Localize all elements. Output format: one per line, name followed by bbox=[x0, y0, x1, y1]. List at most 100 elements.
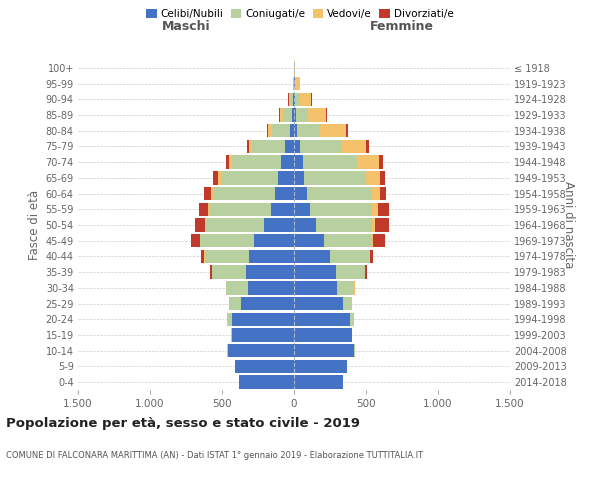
Bar bbox=[294, 328, 352, 342]
Bar bbox=[292, 108, 294, 122]
Bar bbox=[294, 250, 330, 263]
Bar bbox=[300, 92, 311, 106]
Bar bbox=[196, 218, 205, 232]
Legend: Celibi/Nubili, Coniugati/e, Vedovi/e, Divorziati/e: Celibi/Nubili, Coniugati/e, Vedovi/e, Di… bbox=[142, 5, 458, 24]
Bar bbox=[208, 202, 209, 216]
Bar bbox=[294, 297, 343, 310]
Bar bbox=[209, 266, 212, 279]
Bar bbox=[252, 140, 286, 153]
Bar bbox=[372, 202, 377, 216]
Bar bbox=[374, 218, 389, 232]
Bar bbox=[191, 234, 200, 247]
Bar bbox=[372, 218, 374, 232]
Bar bbox=[366, 140, 369, 153]
Bar bbox=[239, 376, 294, 389]
Bar bbox=[380, 171, 385, 184]
Bar bbox=[294, 344, 355, 358]
Bar bbox=[294, 312, 350, 326]
Bar bbox=[228, 312, 232, 326]
Bar bbox=[294, 360, 347, 373]
Bar bbox=[290, 124, 294, 138]
Bar bbox=[377, 202, 389, 216]
Bar bbox=[297, 124, 320, 138]
Bar bbox=[229, 297, 241, 310]
Bar bbox=[294, 281, 337, 294]
Bar bbox=[373, 234, 385, 247]
Bar bbox=[336, 266, 365, 279]
Bar bbox=[201, 250, 205, 263]
Bar bbox=[294, 266, 336, 279]
Bar bbox=[275, 187, 294, 200]
Bar bbox=[241, 297, 294, 310]
Bar bbox=[337, 281, 355, 294]
Bar bbox=[218, 171, 221, 184]
Bar bbox=[379, 156, 383, 169]
Bar bbox=[310, 202, 372, 216]
Text: Femmine: Femmine bbox=[370, 20, 434, 32]
Bar bbox=[294, 140, 300, 153]
Bar bbox=[343, 297, 352, 310]
Bar bbox=[248, 281, 294, 294]
Bar bbox=[302, 156, 358, 169]
Bar bbox=[290, 92, 293, 106]
Bar bbox=[250, 140, 252, 153]
Bar bbox=[294, 376, 343, 389]
Bar bbox=[380, 187, 386, 200]
Bar bbox=[235, 360, 294, 373]
Bar bbox=[286, 140, 294, 153]
Bar bbox=[232, 156, 281, 169]
Bar bbox=[283, 108, 292, 122]
Bar bbox=[254, 234, 294, 247]
Bar bbox=[281, 156, 294, 169]
Bar bbox=[369, 250, 370, 263]
Y-axis label: Anni di nascita: Anni di nascita bbox=[562, 182, 575, 268]
Bar bbox=[294, 171, 304, 184]
Bar bbox=[206, 218, 264, 232]
Text: Maschi: Maschi bbox=[161, 20, 211, 32]
Bar bbox=[278, 171, 294, 184]
Bar bbox=[226, 156, 229, 169]
Bar bbox=[205, 250, 250, 263]
Bar bbox=[232, 328, 294, 342]
Bar bbox=[232, 312, 294, 326]
Bar bbox=[271, 202, 294, 216]
Bar bbox=[221, 171, 278, 184]
Bar bbox=[211, 187, 214, 200]
Bar bbox=[294, 156, 302, 169]
Bar bbox=[358, 156, 379, 169]
Bar bbox=[307, 187, 372, 200]
Text: COMUNE DI FALCONARA MARITTIMA (AN) - Dati ISTAT 1° gennaio 2019 - Elaborazione T: COMUNE DI FALCONARA MARITTIMA (AN) - Dat… bbox=[6, 450, 423, 460]
Bar bbox=[294, 77, 295, 90]
Bar bbox=[268, 124, 272, 138]
Bar bbox=[247, 266, 294, 279]
Bar bbox=[272, 124, 290, 138]
Bar bbox=[320, 124, 346, 138]
Bar bbox=[250, 250, 294, 263]
Bar bbox=[294, 202, 310, 216]
Bar bbox=[326, 108, 327, 122]
Bar bbox=[228, 344, 294, 358]
Bar bbox=[372, 187, 380, 200]
Bar bbox=[293, 92, 294, 106]
Bar bbox=[350, 312, 354, 326]
Bar bbox=[289, 92, 290, 106]
Y-axis label: Fasce di età: Fasce di età bbox=[28, 190, 41, 260]
Bar bbox=[280, 108, 283, 122]
Bar bbox=[304, 171, 366, 184]
Bar bbox=[227, 312, 228, 326]
Bar bbox=[200, 234, 254, 247]
Bar bbox=[229, 156, 232, 169]
Bar bbox=[209, 202, 271, 216]
Bar bbox=[294, 187, 307, 200]
Bar bbox=[295, 92, 300, 106]
Text: Popolazione per età, sesso e stato civile - 2019: Popolazione per età, sesso e stato civil… bbox=[6, 418, 360, 430]
Bar bbox=[247, 140, 250, 153]
Bar bbox=[294, 124, 297, 138]
Bar bbox=[365, 266, 367, 279]
Bar bbox=[366, 171, 380, 184]
Bar bbox=[296, 108, 308, 122]
Bar bbox=[341, 140, 366, 153]
Bar bbox=[204, 187, 211, 200]
Bar bbox=[330, 250, 369, 263]
Bar bbox=[294, 108, 296, 122]
